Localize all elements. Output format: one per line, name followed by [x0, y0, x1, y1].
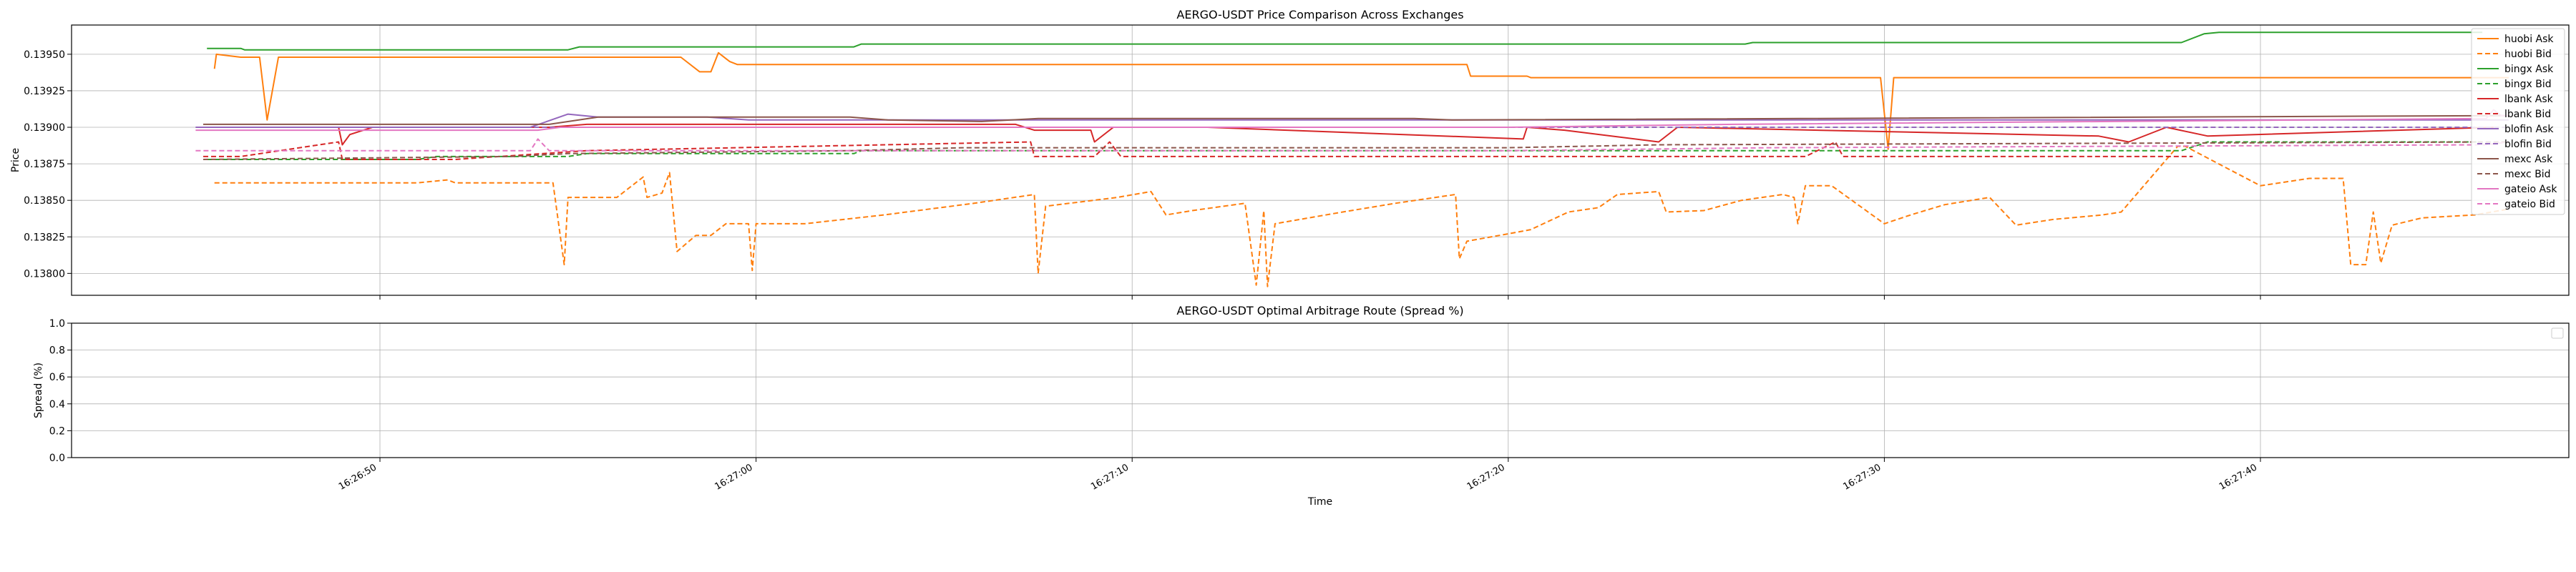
y-tick-label: 0.13925 [24, 86, 65, 97]
y-tick-label: 0.13950 [24, 49, 65, 61]
legend-label: lbank Bid [2504, 109, 2551, 120]
y-tick-label: 0.2 [49, 425, 65, 437]
series-line-huobi-bid [214, 145, 2509, 287]
legend-label: bingx Ask [2504, 64, 2554, 75]
legend-label: mexc Bid [2504, 169, 2551, 180]
y-axis-ticks: 0.13800 0.13825 0.13850 0.13875 0.13900 0.139… [24, 49, 72, 280]
x-axis-ticks [379, 295, 2261, 300]
y-tick-label: 0.13900 [24, 122, 65, 134]
y-tick-label: 0.13875 [24, 159, 65, 170]
series-line-gateio-bid [195, 138, 2509, 152]
legend-label: blofin Ask [2504, 124, 2554, 135]
series-line-bingx-bid [207, 141, 2483, 160]
legend-label: blofin Bid [2504, 139, 2552, 150]
y-tick-label: 0.4 [49, 399, 65, 410]
legend-label: huobi Bid [2504, 49, 2552, 60]
series-line-mexc-bid [203, 141, 2509, 160]
legend-box [2471, 28, 2565, 215]
y-tick-label: 0.0 [49, 453, 65, 464]
axes-frame [71, 322, 2570, 458]
y-tick-label: 0.8 [49, 345, 65, 357]
legend-label: mexc Ask [2504, 154, 2553, 165]
y-axis-label: Price [10, 148, 21, 172]
y-tick-label: 1.0 [49, 318, 65, 330]
y-tick-label: 0.13825 [24, 232, 65, 243]
y-tick-label: 0.13850 [24, 195, 65, 207]
legend-label: huobi Ask [2504, 34, 2554, 45]
series-line-lbank-ask [203, 123, 2494, 146]
chart-title: AERGO-USDT Optimal Arbitrage Route (Spre… [1176, 304, 1463, 317]
y-axis-ticks: 0.0 0.2 0.4 0.6 0.8 1.0 [49, 318, 72, 464]
plot-area [195, 31, 2509, 287]
series-line-mexc-ask [203, 114, 2509, 125]
series-line-huobi-ask [213, 51, 2509, 150]
legend-label: gateio Ask [2504, 184, 2557, 195]
x-axis-label: Time [1307, 496, 1332, 508]
y-tick-label: 0.13800 [24, 268, 65, 280]
legend: huobi Ask huobi Bid bingx Ask bingx Bid lban… [2471, 28, 2565, 215]
chart-title: AERGO-USDT Price Comparison Across Excha… [1176, 8, 1463, 21]
legend-label: bingx Bid [2504, 79, 2552, 90]
price-comparison-chart: AERGO-USDT Price Comparison Across Excha… [10, 8, 2570, 300]
empty-legend-box [2551, 327, 2564, 339]
legend-label: gateio Bid [2504, 199, 2555, 210]
axes-frame [71, 24, 2570, 296]
y-axis-label: Spread (%) [33, 363, 44, 418]
legend-label: lbank Ask [2504, 94, 2554, 105]
series-line-bingx-ask [207, 31, 2483, 51]
y-tick-label: 0.6 [49, 372, 65, 383]
